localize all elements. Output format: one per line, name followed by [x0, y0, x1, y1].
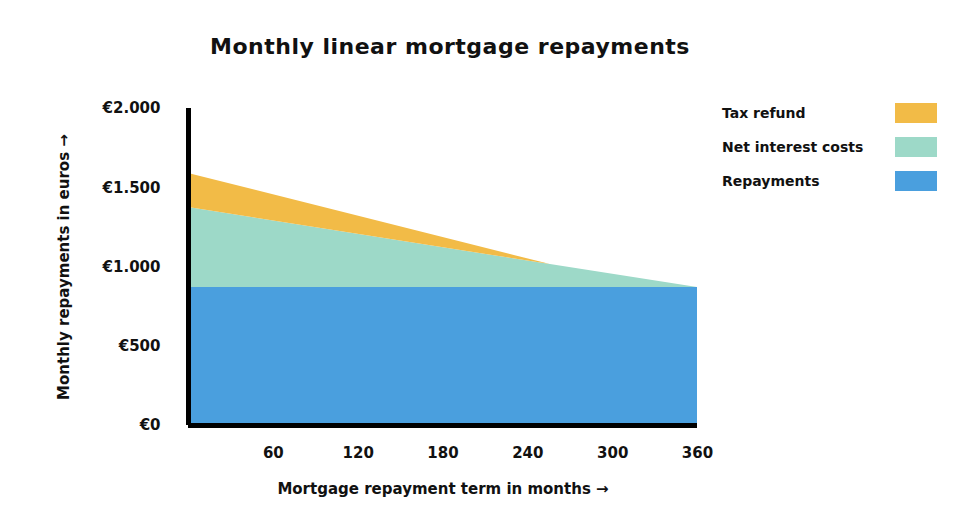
- svg-text:240: 240: [512, 444, 543, 462]
- svg-text:€1.500: €1.500: [102, 179, 161, 197]
- html-text:Tax refund: Tax refund: [722, 105, 806, 121]
- svg-text:€1.000: €1.000: [102, 258, 161, 276]
- svg-text:360: 360: [682, 444, 713, 462]
- svg-text:€500: €500: [118, 337, 161, 355]
- html-text:Repayments: Repayments: [722, 173, 820, 189]
- svg-text:€2.000: €2.000: [102, 99, 161, 117]
- html-text:Net interest costs: Net interest costs: [722, 139, 864, 155]
- html-text:Monthly linear mortgage repaym: Monthly linear mortgage repayments: [210, 34, 690, 59]
- svg-text:Mortgage repayment term in mon: Mortgage repayment term in months →: [277, 480, 608, 498]
- svg-text:€0: €0: [139, 416, 161, 434]
- svg-text:120: 120: [343, 444, 374, 462]
- svg-text:300: 300: [597, 444, 628, 462]
- svg-text:60: 60: [263, 444, 284, 462]
- svg-text:Monthly repayments in euros →: Monthly repayments in euros →: [55, 134, 73, 400]
- svg-text:180: 180: [427, 444, 458, 462]
